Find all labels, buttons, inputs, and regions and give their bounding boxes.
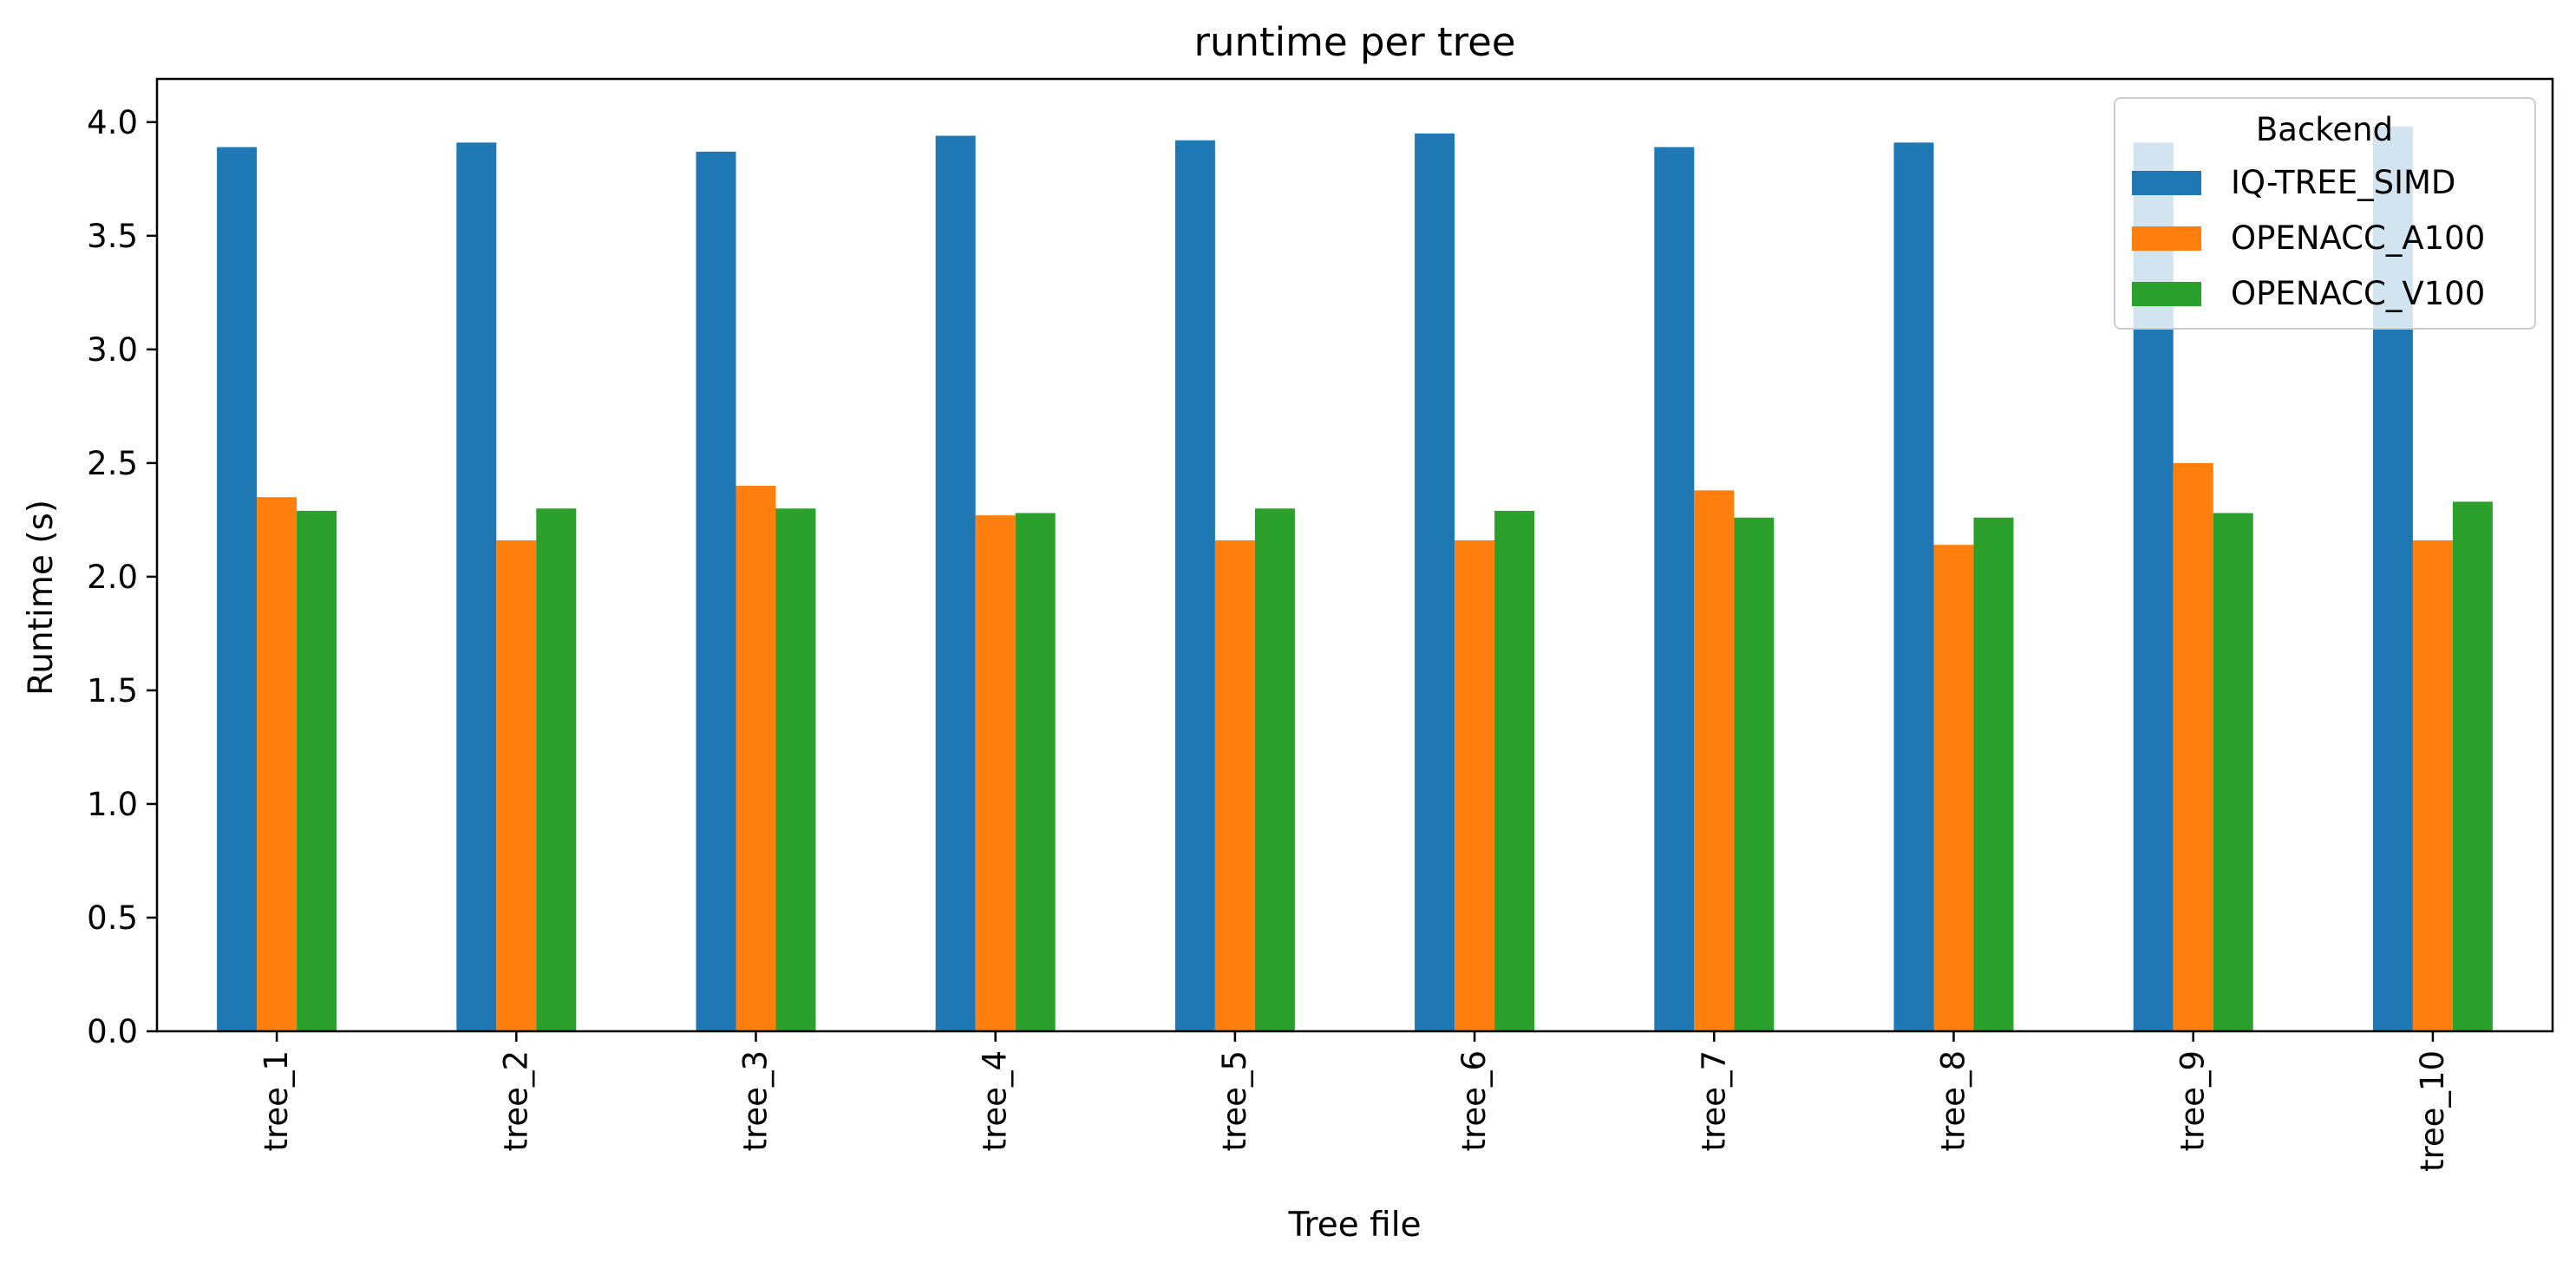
x-tick-label: tree_3 (737, 1050, 775, 1151)
bar (2173, 462, 2213, 1031)
y-tick-label: 1.5 (87, 672, 138, 709)
legend-title: Backend (2256, 111, 2393, 148)
legend-swatch (2132, 282, 2201, 306)
legend-swatch (2132, 171, 2201, 195)
bar (736, 486, 776, 1031)
chart-title: runtime per tree (1193, 19, 1515, 65)
y-tick-label: 4.0 (87, 104, 138, 141)
y-tick-label: 2.0 (87, 559, 138, 596)
x-tick-label: tree_6 (1455, 1050, 1493, 1151)
plot-area-frame (155, 77, 2554, 1033)
bar (1455, 539, 1495, 1031)
bar (1015, 513, 1056, 1031)
y-tick-label: 0.5 (87, 899, 138, 937)
y-axis-label: Runtime (s) (22, 500, 61, 696)
bar (1174, 140, 1215, 1032)
x-tick-label: tree_9 (2174, 1050, 2212, 1151)
bar (1415, 133, 1455, 1032)
bar (935, 135, 976, 1031)
x-tick-label: tree_8 (1935, 1050, 1972, 1151)
x-tick-label: tree_7 (1695, 1050, 1732, 1151)
bar (1973, 517, 2014, 1031)
legend-label: OPENACC_A100 (2231, 219, 2485, 257)
bar (2213, 513, 2253, 1031)
y-tick-label: 2.5 (87, 445, 138, 482)
bars-group (217, 127, 2493, 1032)
y-tick-label: 3.0 (87, 331, 138, 369)
bar (975, 515, 1016, 1031)
bar (2452, 501, 2493, 1031)
bar (775, 508, 816, 1031)
bar (2412, 539, 2453, 1031)
legend-label: OPENACC_V100 (2231, 275, 2485, 312)
x-tick-label: tree_4 (977, 1050, 1014, 1151)
bar (257, 497, 297, 1031)
bar (1654, 147, 1695, 1032)
bar (1734, 517, 1775, 1031)
x-tick-label: tree_5 (1216, 1050, 1253, 1151)
bar (456, 142, 497, 1031)
x-axis-ticks: tree_1 tree_2 tree_3 tree_4 tree_5 tree_6 tree… (258, 1031, 2451, 1172)
x-tick-label: tree_10 (2414, 1050, 2451, 1172)
bar (1214, 539, 1255, 1031)
bar (217, 147, 258, 1032)
y-axis-ticks: 0.0 0.5 1.0 1.5 2.0 2.5 3.0 3.5 4.0 (87, 104, 157, 1050)
legend-swatch (2132, 226, 2201, 251)
bar (1694, 490, 1735, 1031)
y-tick-label: 0.0 (87, 1013, 138, 1050)
y-tick-label: 1.0 (87, 786, 138, 823)
legend-box (2114, 97, 2536, 330)
x-tick-label: tree_2 (497, 1050, 534, 1151)
bar (696, 151, 736, 1031)
bar (1893, 142, 1934, 1031)
y-tick-label: 3.5 (87, 218, 138, 255)
legend-label: IQ-TREE_SIMD (2231, 164, 2455, 201)
legend-items: IQ-TREE_SIMD OPENACC_A100 OPENACC_V100 (2132, 164, 2485, 312)
x-axis-label: Tree file (1287, 1206, 1421, 1245)
bar (536, 508, 577, 1031)
bar (297, 510, 337, 1031)
bar (496, 539, 537, 1031)
bar (1933, 545, 1974, 1031)
bar (1254, 508, 1295, 1031)
legend: Backend IQ-TREE_SIMD OPENACC_A100 OPENACC_… (2114, 97, 2536, 330)
x-tick-label: tree_1 (258, 1050, 295, 1151)
bar (1494, 510, 1535, 1031)
